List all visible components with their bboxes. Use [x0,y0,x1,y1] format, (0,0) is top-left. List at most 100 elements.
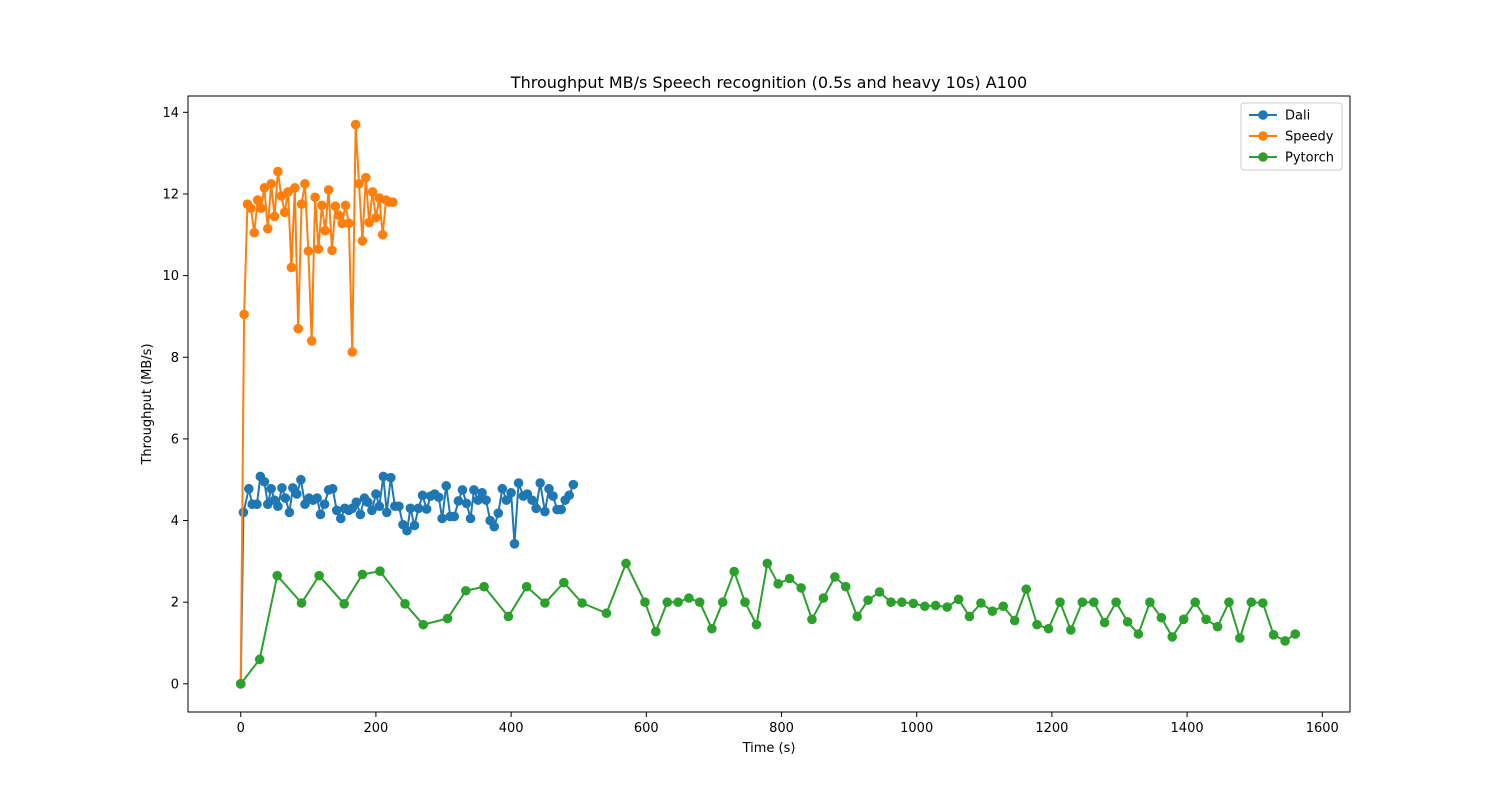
data-point-pytorch [784,573,795,584]
data-point-pytorch [314,570,324,581]
data-point-pytorch [942,602,952,612]
data-point-pytorch [1212,621,1223,632]
legend-item-speedy: Speedy [1249,130,1334,145]
data-point-pytorch [1133,629,1144,639]
data-point-pytorch [1178,614,1189,625]
data-point-dali [449,511,460,522]
data-point-pytorch [717,597,728,607]
y-tick-label: 4 [171,514,179,529]
data-point-speedy [279,207,290,218]
x-tick-label: 1200 [1035,721,1068,736]
data-point-dali [481,495,491,505]
legend-label-pytorch: Pytorch [1285,151,1334,166]
data-point-pytorch [976,598,986,608]
data-point-pytorch [729,566,739,577]
data-point-dali [259,476,270,487]
data-point-dali [493,508,504,518]
data-point-speedy [330,201,341,212]
data-point-speedy [256,203,266,214]
data-point-dali [441,481,452,491]
data-point-dali [568,479,579,490]
data-point-dali [238,507,249,518]
data-point-speedy [344,218,354,229]
data-point-dali [531,503,541,514]
data-point-dali [535,478,545,488]
legend-marker-dali [1258,110,1268,120]
data-point-speedy [286,262,297,273]
data-point-dali [409,520,420,531]
data-point-pytorch [601,608,612,619]
data-point-dali [252,499,262,510]
data-point-pytorch [1055,597,1065,607]
plot-area-frame [187,95,1351,713]
y-tick-label: 10 [162,269,179,284]
data-point-pytorch [1201,614,1211,625]
x-tick-label: 400 [499,721,524,736]
data-point-pytorch [1280,636,1290,646]
data-point-pytorch [1043,623,1054,634]
data-point-speedy [360,172,371,183]
data-point-dali [363,497,373,507]
data-point-speedy [367,187,378,197]
data-point-dali [371,489,381,499]
data-point-dali [477,487,487,498]
y-tick-label: 2 [171,596,179,611]
series-speedy [235,119,398,689]
data-point-pytorch [461,585,471,596]
data-point-pytorch [272,570,283,581]
data-point-pytorch [694,597,705,607]
data-point-speedy [310,192,320,203]
y-tick-label: 8 [171,351,179,366]
data-point-dali [355,509,366,520]
data-point-dali [331,505,342,516]
x-axis: 0 200 400 600 800 1000 1200 1400 1600 [237,712,1339,736]
data-point-dali [527,495,537,505]
y-tick-label: 6 [171,432,179,447]
data-point-dali [465,513,476,524]
data-point-pytorch [357,569,368,580]
data-point-pytorch [442,613,453,624]
data-point-dali [273,501,283,512]
data-point-pytorch [1089,597,1099,607]
data-point-dali [266,483,276,494]
legend-label-dali: Dali [1285,109,1310,124]
data-point-dali [501,495,512,505]
data-point-pytorch [908,598,919,609]
data-point-speedy [290,183,300,193]
data-point-dali [378,471,389,482]
data-point-speedy [317,200,327,211]
data-point-pytorch [1021,584,1032,594]
data-point-dali [473,495,483,505]
data-point-pytorch [897,597,907,607]
x-axis-label: Time (s) [742,741,796,756]
data-point-pytorch [953,594,964,605]
data-point-speedy [313,244,324,254]
data-point-dali [437,513,447,524]
data-point-pytorch [1145,597,1155,607]
data-point-speedy [266,178,276,189]
y-axis-label: Throughput (MB/s) [140,343,155,465]
data-point-speedy [303,246,314,256]
data-point-pytorch [886,597,896,607]
data-point-dali [540,506,550,517]
data-point-pytorch [818,593,829,603]
data-point-dali [335,513,346,524]
data-point-dali [280,493,291,503]
data-point-pytorch [1190,597,1200,607]
data-point-pytorch [418,619,429,630]
x-tick-label: 1400 [1171,721,1204,736]
data-point-pytorch [1099,617,1110,628]
data-point-pytorch [863,595,873,605]
data-point-dali [327,483,338,494]
data-point-speedy [388,197,398,207]
data-point-dali [319,499,330,510]
data-point-pytorch [296,598,307,608]
plot-marks [235,119,1301,689]
data-point-speedy [273,166,283,177]
data-point-dali [402,525,412,536]
data-point-pytorch [852,611,863,622]
y-tick-label: 14 [162,106,179,121]
data-point-pytorch [662,597,673,607]
data-point-dali [453,496,464,506]
